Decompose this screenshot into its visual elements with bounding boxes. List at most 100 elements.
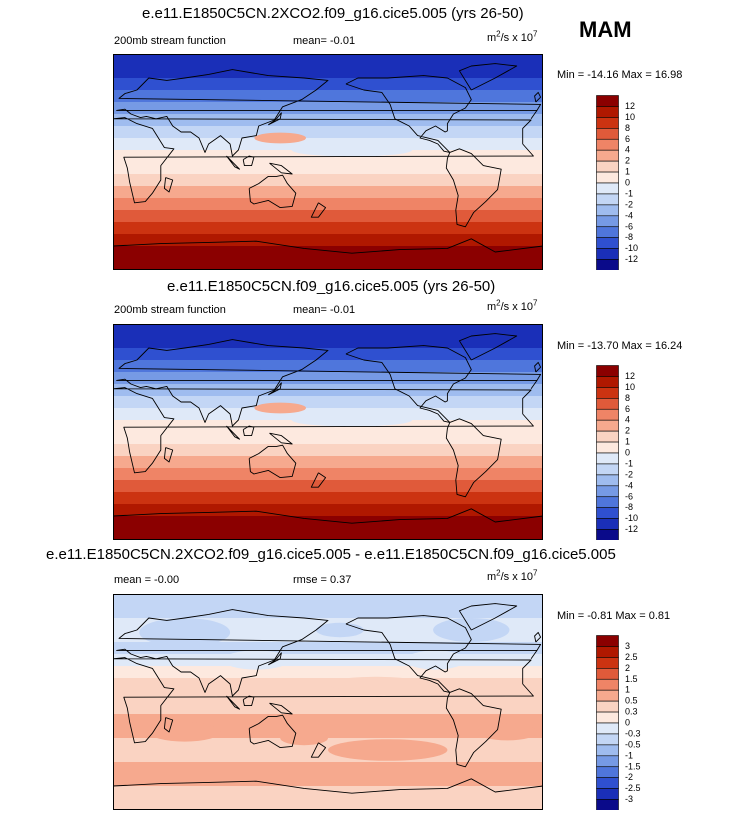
latband-14 — [113, 762, 543, 775]
coastline-4 — [248, 444, 297, 479]
colorbar-box-4 — [596, 408, 619, 421]
colorbar-box-6 — [596, 700, 619, 713]
coastline-2 — [345, 345, 472, 423]
panel2-mean: mean= -0.01 — [293, 304, 356, 316]
colorbar-tick-label: 2.5 — [625, 652, 638, 662]
coastline-4 — [248, 174, 297, 209]
colorbar-box-2 — [596, 117, 619, 129]
colorbar-tick-label: 8 — [625, 393, 630, 403]
panel1-map — [113, 54, 543, 270]
colorbar-box-0 — [596, 365, 619, 377]
latband-16 — [113, 516, 543, 529]
coastline-6 — [113, 778, 543, 794]
colorbar-box-6 — [596, 430, 619, 443]
colorbar-box-10 — [596, 744, 619, 757]
colorbar-box-13 — [596, 777, 619, 789]
colorbar-tick-label: -1 — [625, 188, 633, 198]
colorbar-box-10 — [596, 204, 619, 217]
diff-patch-2 — [316, 622, 364, 638]
colorbar-box-8 — [596, 452, 619, 465]
colorbar-tick-label: 10 — [625, 112, 635, 122]
colorbar-tick-label: 4 — [625, 145, 630, 155]
colorbar-tick-label: -12 — [625, 524, 638, 534]
latband-0 — [113, 324, 543, 337]
coastline-6 — [113, 238, 543, 254]
tropical-high-patch — [254, 402, 306, 414]
colorbar-tick-label: -2 — [625, 469, 633, 479]
colorbar-tick-label: 12 — [625, 371, 635, 381]
coastline-5 — [458, 333, 518, 361]
colorbar-tick-label: -1.5 — [625, 761, 641, 771]
colorbar-tick-label: -10 — [625, 513, 638, 523]
colorbar-tick-label: -2 — [625, 199, 633, 209]
colorbar-box-2 — [596, 387, 619, 399]
colorbar-box-3 — [596, 668, 619, 680]
panel3-colorbar: 32.521.510.50.30-0.3-0.5-1-1.5-2-2.5-3 — [596, 635, 641, 810]
colorbar-box-1 — [596, 106, 619, 118]
colorbar-box-6 — [596, 160, 619, 173]
colorbar-tick-label: 4 — [625, 415, 630, 425]
diff-patch-0 — [139, 618, 231, 647]
colorbar-tick-label: -4 — [625, 480, 633, 490]
coastline-13 — [534, 91, 542, 103]
colorbar-tick-label: -1 — [625, 458, 633, 468]
colorbar-tick-label: -6 — [625, 221, 633, 231]
colorbar-box-12 — [596, 766, 619, 778]
colorbar-tick-label: 0.3 — [625, 707, 638, 717]
tropical-high-patch — [254, 132, 306, 144]
season-label: MAM — [579, 17, 632, 42]
colorbar-box-8 — [596, 722, 619, 735]
colorbar-box-15 — [596, 259, 619, 270]
colorbar-tick-label: -0.5 — [625, 739, 641, 749]
colorbar-box-7 — [596, 171, 619, 184]
diff-patch-5 — [328, 676, 424, 692]
coastline-8 — [226, 155, 241, 170]
panel1-mean: mean= -0.01 — [293, 35, 356, 47]
colorbar-box-11 — [596, 485, 619, 498]
colorbar-tick-label: 2 — [625, 156, 630, 166]
colorbar-tick-label: 0 — [625, 448, 630, 458]
coastline-1 — [116, 609, 542, 697]
panel3-title: e.e11.E1850C5CN.2XCO2.f09_g16.cice5.005 … — [46, 546, 616, 563]
colorbar-tick-label: 1.5 — [625, 674, 638, 684]
coastline-8 — [226, 695, 241, 710]
coastline-7 — [242, 155, 255, 167]
latband-16 — [113, 786, 543, 799]
colorbar-box-15 — [596, 529, 619, 540]
coastline-4 — [248, 714, 297, 749]
colorbar-box-0 — [596, 635, 619, 647]
colorbar-box-7 — [596, 711, 619, 724]
latband-6 — [113, 666, 543, 679]
latband-9 — [113, 702, 543, 715]
latband-11 — [113, 456, 543, 469]
colorbar-tick-label: -3 — [625, 794, 633, 804]
coastline-9 — [269, 162, 293, 175]
colorbar-tick-label: 6 — [625, 134, 630, 144]
panel3-rmse: rmse = 0.37 — [293, 574, 352, 586]
panel2-title: e.e11.E1850C5CN.f09_g16.cice5.005 (yrs 2… — [167, 278, 496, 295]
coastline-7 — [242, 425, 255, 437]
colorbar-tick-label: 12 — [625, 101, 635, 111]
latband-15 — [113, 234, 543, 247]
coastline-3 — [445, 688, 502, 768]
latband-9 — [113, 162, 543, 175]
latband-12 — [113, 198, 543, 211]
panel3-units: m2/s x 107 — [487, 568, 538, 583]
coastline-12 — [310, 202, 327, 218]
colorbar-box-14 — [596, 788, 619, 800]
latband-17 — [113, 528, 543, 540]
colorbar-tick-label: -12 — [625, 254, 638, 264]
colorbar-box-4 — [596, 678, 619, 691]
coastline-13 — [534, 361, 542, 373]
colorbar-box-9 — [596, 193, 619, 206]
colorbar-tick-label: 2 — [625, 663, 630, 673]
latband-6 — [113, 396, 543, 409]
coastline-0 — [113, 657, 534, 744]
colorbar-tick-label: -10 — [625, 243, 638, 253]
latband-5 — [113, 384, 543, 397]
colorbar-tick-label: 0 — [625, 718, 630, 728]
colorbar-box-5 — [596, 689, 619, 702]
colorbar-box-7 — [596, 441, 619, 454]
latband-11 — [113, 186, 543, 199]
